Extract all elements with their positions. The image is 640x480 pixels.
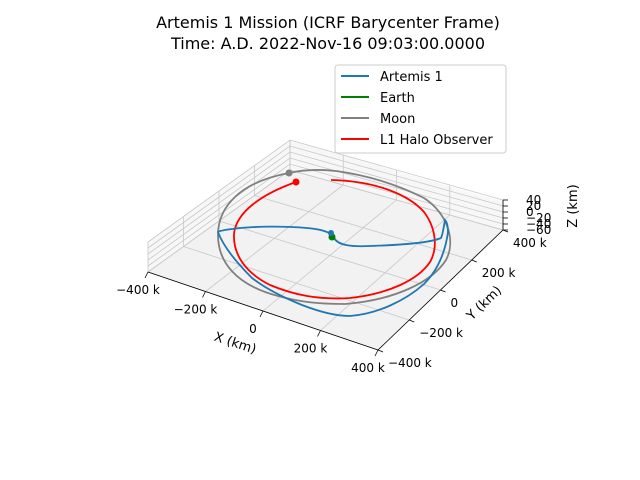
z-tick-label-1: 20 (526, 199, 541, 213)
series-l1-halo-observer-line (233, 179, 436, 300)
z-tick-label-2: 0 (526, 205, 534, 219)
y-tick-label-2: 0 (451, 296, 459, 310)
chart-title-line2: Time: A.D. 2022-Nov-16 09:03:00.0000 (170, 34, 485, 53)
y-tick-label-0: −400 k (388, 356, 432, 370)
x-tick-label-4: 400 k (351, 361, 385, 375)
legend-box (334, 64, 507, 154)
floor-grid-x-3 (320, 214, 451, 331)
y-tick-label-3: 200 k (482, 266, 516, 280)
floor-grid-y-2 (218, 220, 441, 291)
z-tick-label-3: −20 (526, 211, 551, 225)
legend-label-earth: Earth (380, 91, 415, 106)
l1-halo-observer-marker (292, 178, 300, 186)
x-tick-mark-4 (374, 349, 379, 357)
x-tick-mark-1 (202, 291, 206, 298)
x-tick-label-2: 0 (249, 322, 257, 336)
x-tick-label-1: −200 k (174, 303, 218, 317)
series-artemis-1-line (216, 218, 449, 317)
z-tick-label-4: −40 (526, 217, 551, 231)
y-tick-label-1: −200 k (419, 326, 463, 340)
z-tick-label-5: −60 (526, 223, 551, 237)
z-tick-label-0: 40 (526, 193, 541, 207)
moon-marker (285, 169, 293, 177)
axis-lines (144, 199, 509, 357)
legend-label-artemis-1: Artemis 1 (380, 70, 443, 85)
legend-label-l1-halo-observer: L1 Halo Observer (380, 133, 493, 148)
floor-grid-y-3 (254, 195, 472, 261)
x-tick-mark-2 (259, 310, 264, 318)
y-tick-mark-0 (377, 349, 384, 353)
legend: Artemis 1 Earth Moon L1 Halo Observer (334, 64, 507, 154)
artemis-1-marker (328, 230, 334, 236)
y-tick-label-4: 400 k (513, 236, 547, 250)
x-tick-mark-3 (317, 330, 321, 337)
x-tick-label-3: 200 k (294, 342, 328, 356)
trajectory-traces (216, 169, 451, 317)
x-tick-mark-0 (144, 271, 149, 279)
legend-label-moon: Moon (380, 112, 415, 127)
series-moon-line (217, 169, 451, 305)
chart-title-line1: Artemis 1 Mission (ICRF Barycenter Frame… (156, 13, 500, 32)
floor-pane (148, 170, 503, 350)
y-tick-mark-3 (471, 259, 477, 263)
y-tick-mark-2 (440, 289, 446, 293)
z-axis-label: Z (km) (566, 184, 581, 227)
y-tick-mark-1 (409, 319, 415, 323)
y-axis-label: Y (km) (463, 283, 505, 324)
x-tick-label-0: −400 k (116, 283, 160, 297)
